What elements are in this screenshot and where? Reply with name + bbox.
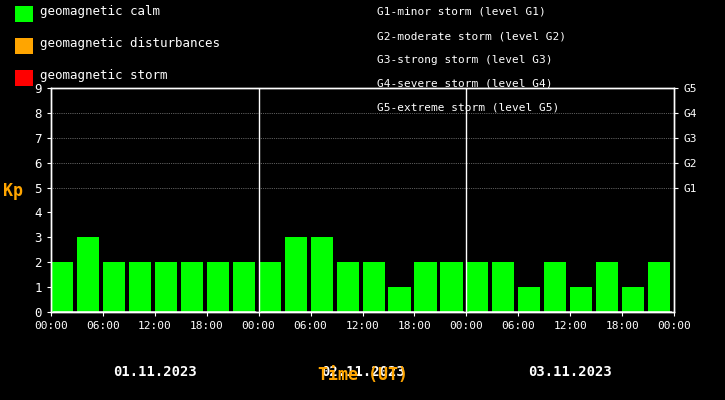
Bar — [77, 237, 99, 312]
Text: 02.11.2023: 02.11.2023 — [320, 365, 405, 379]
Text: G3-strong storm (level G3): G3-strong storm (level G3) — [377, 55, 552, 65]
Bar — [129, 262, 151, 312]
Text: geomagnetic calm: geomagnetic calm — [40, 6, 160, 18]
Text: G1-minor storm (level G1): G1-minor storm (level G1) — [377, 7, 546, 17]
Text: geomagnetic disturbances: geomagnetic disturbances — [40, 38, 220, 50]
Bar — [596, 262, 618, 312]
Bar — [51, 262, 72, 312]
Bar — [492, 262, 515, 312]
Bar — [544, 262, 566, 312]
Bar — [415, 262, 436, 312]
Y-axis label: Kp: Kp — [4, 182, 23, 200]
Bar — [310, 237, 333, 312]
Text: 01.11.2023: 01.11.2023 — [113, 365, 196, 379]
Bar — [233, 262, 254, 312]
Bar — [571, 287, 592, 312]
Text: G2-moderate storm (level G2): G2-moderate storm (level G2) — [377, 31, 566, 41]
Bar — [336, 262, 359, 312]
Text: Time (UT): Time (UT) — [318, 366, 407, 384]
Bar — [259, 262, 281, 312]
Bar — [284, 237, 307, 312]
Bar — [181, 262, 203, 312]
Bar — [518, 287, 540, 312]
Bar — [207, 262, 228, 312]
Text: geomagnetic storm: geomagnetic storm — [40, 70, 167, 82]
Text: 03.11.2023: 03.11.2023 — [529, 365, 612, 379]
Bar — [622, 287, 645, 312]
Bar — [103, 262, 125, 312]
Text: G4-severe storm (level G4): G4-severe storm (level G4) — [377, 79, 552, 89]
Bar — [648, 262, 671, 312]
Bar — [389, 287, 410, 312]
Bar — [466, 262, 489, 312]
Bar — [154, 262, 177, 312]
Text: G5-extreme storm (level G5): G5-extreme storm (level G5) — [377, 103, 559, 113]
Bar — [440, 262, 463, 312]
Bar — [362, 262, 384, 312]
